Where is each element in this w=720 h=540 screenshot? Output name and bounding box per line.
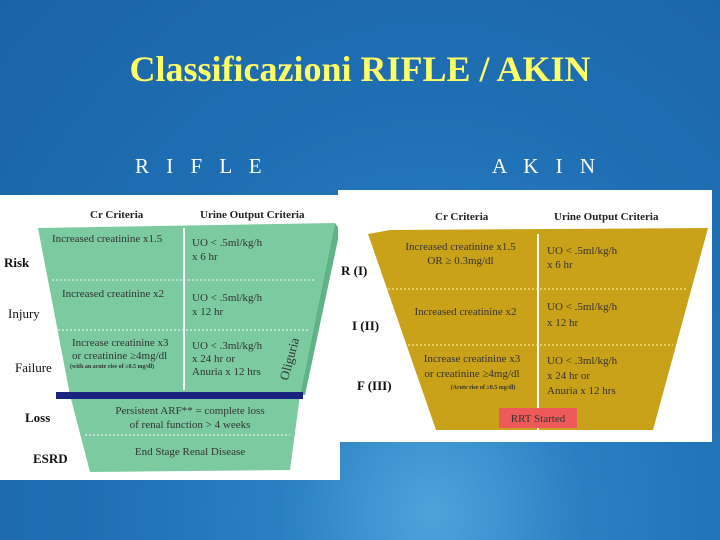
rifle-col-cr: Cr Criteria xyxy=(90,209,144,221)
akin-f-note: (Acute rise of ≥0.5 mg/dl) xyxy=(450,385,516,391)
akin-r-uo: UO < .5ml/kg/h xyxy=(547,245,618,257)
rifle-diagram: Cr Criteria Urine Output Criteria Risk I… xyxy=(0,195,340,480)
rifle-esrd-text: End Stage Renal Disease xyxy=(134,446,246,458)
akin-label-r: R (I) xyxy=(341,263,368,278)
akin-label-f: F (III) xyxy=(357,378,392,393)
slide-title: Classificazioni RIFLE / AKIN xyxy=(129,49,591,89)
akin-f-uo-3: Anuria x 12 hrs xyxy=(547,385,616,397)
akin-diagram: Cr Criteria Urine Output Criteria R (I) … xyxy=(338,190,712,442)
akin-f-uo-2: x 24 hr or xyxy=(547,370,591,382)
rifle-label-risk: Risk xyxy=(4,255,30,270)
rifle-failure-note: (with an acute rise of ≥0.5 mg/dl) xyxy=(70,364,155,370)
rifle-risk-cr: Increased creatinine x1.5 xyxy=(52,233,163,245)
rifle-failure-uo: UO < .3ml/kg/h xyxy=(192,340,263,352)
akin-col-cr: Cr Criteria xyxy=(435,211,489,223)
akin-r-uo-2: x 6 hr xyxy=(547,259,573,271)
rifle-failure-cr: Increase creatinine x3 xyxy=(72,337,169,349)
akin-f-cr-2: or creatinine ≥4mg/dl xyxy=(424,368,520,380)
rifle-risk-uo-2: x 6 hr xyxy=(192,251,218,263)
rifle-risk-uo: UO < .5ml/kg/h xyxy=(192,237,263,249)
akin-i-uo: UO < .5ml/kg/h xyxy=(547,301,618,313)
rifle-col-uo: Urine Output Criteria xyxy=(200,209,305,221)
akin-i-cr: Increased creatinine x2 xyxy=(414,306,517,318)
rifle-funnel xyxy=(38,223,340,472)
akin-label-i: I (II) xyxy=(352,318,380,333)
rifle-label-esrd: ESRD xyxy=(33,451,68,466)
rifle-failure-uo-3: Anuria x 12 hrs xyxy=(192,366,261,378)
rifle-heading: R I F L E xyxy=(135,154,268,178)
akin-f-uo: UO < .3ml/kg/h xyxy=(547,355,618,367)
akin-i-uo-2: x 12 hr xyxy=(547,317,579,329)
rifle-injury-uo-2: x 12 hr xyxy=(192,306,224,318)
rifle-injury-uo: UO < .5ml/kg/h xyxy=(192,292,263,304)
rifle-label-injury: Injury xyxy=(8,306,40,321)
rifle-failure-cr-2: or creatinine ≥4mg/dl xyxy=(72,350,168,362)
rifle-divider-bar xyxy=(56,392,303,399)
rifle-loss-text-2: of renal function > 4 weeks xyxy=(129,419,251,431)
rrt-started-label: RRT Started xyxy=(510,413,566,425)
rifle-injury-cr: Increased creatinine x2 xyxy=(62,288,164,300)
rrt-badge xyxy=(499,408,577,428)
rifle-label-failure: Failure xyxy=(15,360,52,375)
akin-f-cr: Increase creatinine x3 xyxy=(423,353,521,365)
akin-heading: A K I N xyxy=(492,154,602,178)
akin-col-uo: Urine Output Criteria xyxy=(554,211,659,223)
rifle-label-loss: Loss xyxy=(25,410,51,425)
akin-funnel xyxy=(368,228,708,430)
rifle-loss-text: Persistent ARF** = complete loss xyxy=(115,405,265,417)
akin-r-cr-2: OR ≥ 0.3mg/dl xyxy=(427,255,494,267)
akin-r-cr: Increased creatinine x1.5 xyxy=(405,241,516,253)
rifle-failure-uo-2: x 24 hr or xyxy=(192,353,236,365)
